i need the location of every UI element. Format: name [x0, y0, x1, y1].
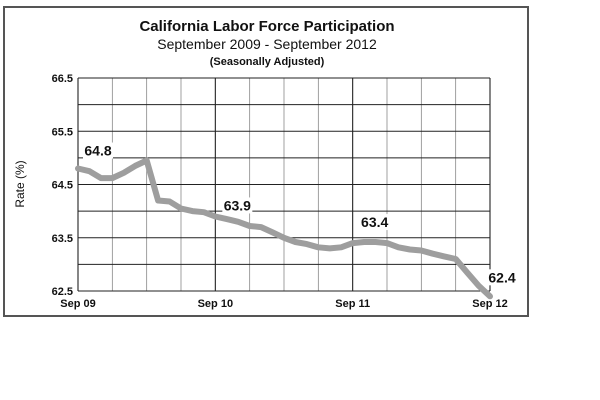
chart-subtitle: September 2009 - September 2012	[157, 36, 377, 52]
chart-note: (Seasonally Adjusted)	[210, 56, 325, 68]
x-tick-label: Sep 09	[60, 298, 95, 310]
data-labels: 64.8 63.9 63.4 62.4	[83, 142, 517, 286]
data-label: 64.8	[84, 143, 111, 159]
y-tick-label: 63.5	[52, 233, 73, 245]
chart-title: California Labor Force Participation	[139, 18, 394, 35]
chart-frame	[3, 6, 529, 317]
y-tick-label: 65.5	[52, 126, 73, 138]
series-line	[75, 157, 493, 300]
data-label-background	[359, 214, 390, 231]
y-tick-label: 66.5	[52, 73, 73, 85]
data-label-background	[487, 269, 517, 286]
y-axis-label: Rate (%)	[13, 160, 27, 207]
x-tick-label: Sep 12	[472, 298, 507, 310]
series-lines	[75, 157, 493, 300]
y-tick-label: 62.5	[52, 286, 73, 298]
y-tick-label: 64.5	[52, 180, 73, 192]
data-label-background	[222, 197, 253, 214]
data-label: 62.4	[488, 269, 515, 285]
data-label-background	[83, 142, 113, 159]
x-tick-label: Sep 10	[198, 298, 233, 310]
grid	[77, 77, 491, 292]
x-tick-label: Sep 11	[335, 298, 370, 310]
data-label: 63.9	[224, 197, 251, 213]
data-label: 63.4	[361, 214, 388, 230]
